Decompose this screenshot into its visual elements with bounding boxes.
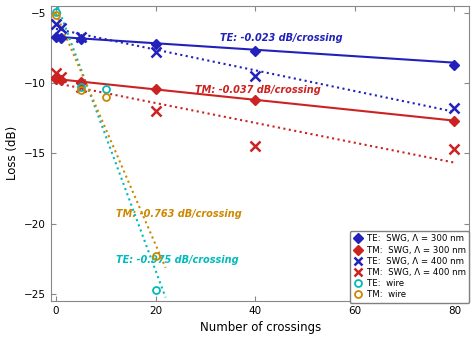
Text: TM: -0.037 dB/crossing: TM: -0.037 dB/crossing (195, 85, 321, 95)
Text: TM: -0.763 dB/crossing: TM: -0.763 dB/crossing (116, 209, 241, 219)
Text: TE: -0.975 dB/crossing: TE: -0.975 dB/crossing (116, 255, 238, 265)
Text: TE: -0.023 dB/crossing: TE: -0.023 dB/crossing (220, 33, 343, 43)
Legend: TE:  SWG, Λ = 300 nm, TM:  SWG, Λ = 300 nm, TE:  SWG, Λ = 400 nm, TM:  SWG, Λ = : TE: SWG, Λ = 300 nm, TM: SWG, Λ = 300 nm… (350, 231, 469, 303)
X-axis label: Number of crossings: Number of crossings (200, 321, 321, 335)
Y-axis label: Loss (dB): Loss (dB) (6, 126, 19, 181)
